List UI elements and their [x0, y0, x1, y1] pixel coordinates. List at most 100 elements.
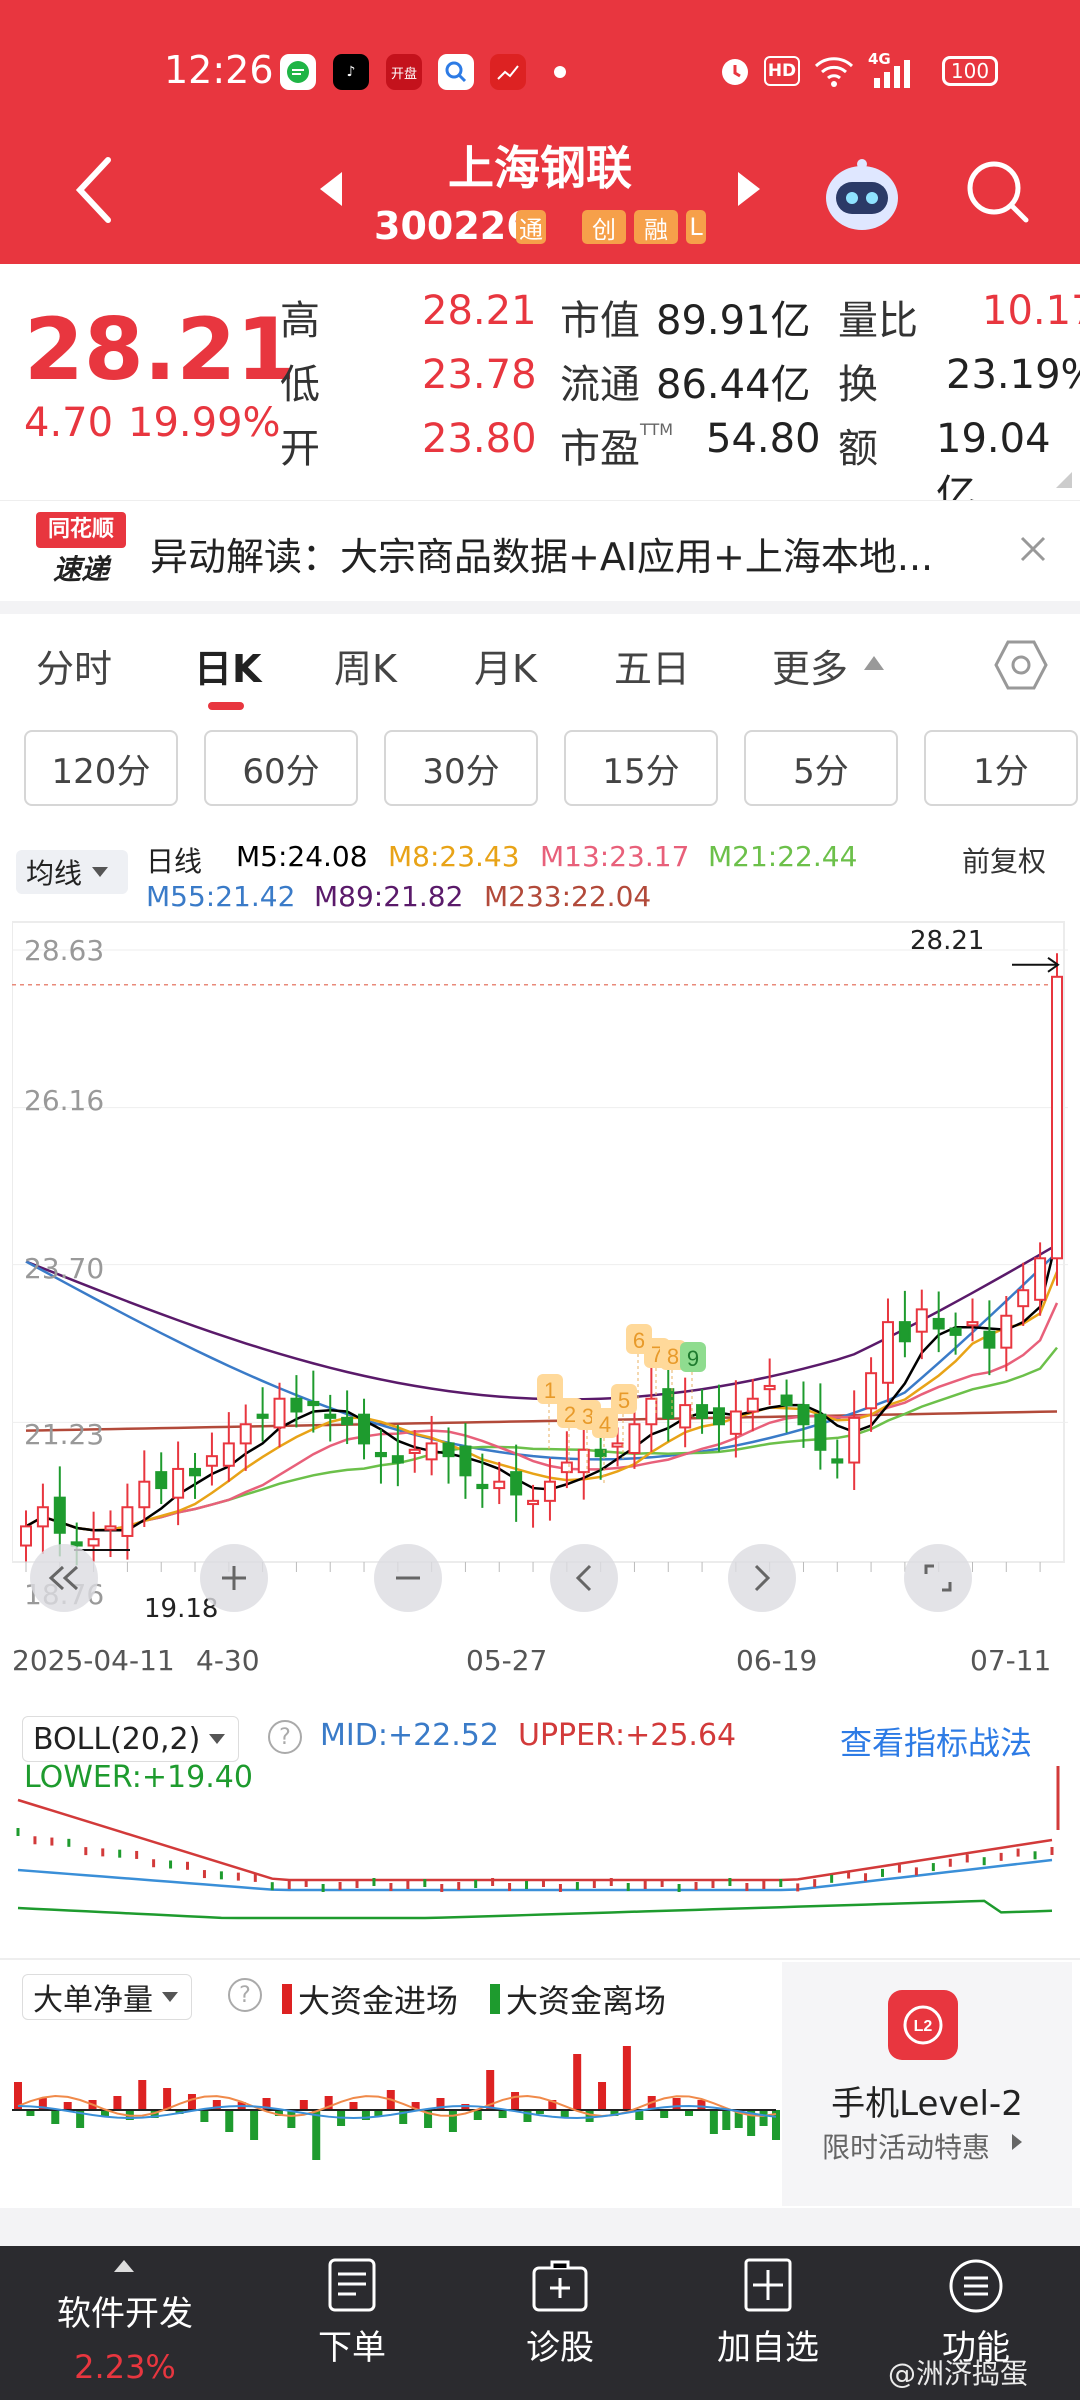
- ma-m8: M8:23.43: [388, 840, 520, 873]
- news-banner[interactable]: [0, 500, 1080, 601]
- fullscreen-icon: [924, 1564, 952, 1592]
- big-order-bar: [349, 2102, 358, 2110]
- caret-up-icon: [862, 652, 886, 676]
- big-order-bar: [585, 2110, 594, 2122]
- candle: [408, 1430, 421, 1473]
- big-order-bar: [436, 2098, 445, 2110]
- robot-assistant-icon[interactable]: [822, 158, 902, 238]
- period-1[interactable]: 1分: [924, 730, 1078, 806]
- ma233-line: [25, 1410, 1058, 1432]
- x-tick-label: 07-11: [970, 1644, 1052, 1677]
- news-logo: 同花顺 速递: [36, 512, 126, 588]
- big-order-bar: [498, 2110, 507, 2118]
- big-order-bar: [187, 2094, 196, 2110]
- close-icon[interactable]: [1018, 534, 1048, 568]
- trend-app-icon: [490, 54, 526, 90]
- period-60[interactable]: 60分: [204, 730, 358, 806]
- boll-lower-line: [17, 1899, 1053, 1920]
- help-icon[interactable]: ?: [228, 1978, 262, 2012]
- chart-frame: [12, 921, 1065, 1563]
- rewind-button[interactable]: [30, 1544, 98, 1612]
- td-signal-badge: [592, 1408, 618, 1438]
- candle: [138, 1450, 151, 1528]
- candle: [1000, 1295, 1013, 1372]
- caret-right-icon: [1010, 2132, 1024, 2156]
- boll-mid: MID:+22.52: [320, 1718, 499, 1753]
- value-low: 23.78: [422, 352, 537, 398]
- help-icon[interactable]: ?: [268, 1720, 302, 1754]
- ma5-line: [25, 1237, 1059, 1532]
- period-15[interactable]: 15分: [564, 730, 718, 806]
- candle: [273, 1382, 286, 1448]
- next-stock-icon[interactable]: [734, 170, 762, 212]
- scroll-left-button[interactable]: [550, 1544, 618, 1612]
- big-order-bar: [759, 2110, 768, 2126]
- zoom-out-button[interactable]: [374, 1544, 442, 1612]
- zoom-in-button[interactable]: [200, 1544, 268, 1612]
- sector-change: 2.23%: [74, 2348, 176, 2386]
- search-icon[interactable]: [964, 158, 1030, 228]
- big-order-bar: [51, 2110, 60, 2124]
- sector-name[interactable]: 软件开发: [57, 2294, 193, 2334]
- tab-intraday[interactable]: 分时: [36, 647, 113, 691]
- candle: [121, 1483, 134, 1560]
- ma-m13: M13:23.17: [540, 840, 690, 873]
- tab-daily-k[interactable]: 日K: [194, 647, 262, 691]
- ma-selector[interactable]: 均线: [16, 850, 128, 894]
- outflow-legend-label: 大资金离场: [506, 1982, 667, 2020]
- nav-diagnose[interactable]: 诊股: [470, 2258, 650, 2369]
- adjust-type[interactable]: 前复权: [962, 845, 1047, 878]
- big-order-bar: [598, 2082, 607, 2110]
- scroll-right-button[interactable]: [728, 1544, 796, 1612]
- level2-subtitle: 限时活动特惠: [822, 2131, 991, 2164]
- chevron-right-icon: [754, 1564, 771, 1592]
- ma-period-label: 日线: [146, 845, 203, 878]
- settings-hexagon-icon[interactable]: [994, 638, 1048, 696]
- search-app-icon: [438, 54, 474, 90]
- big-order-bar: [26, 2110, 35, 2116]
- period-120[interactable]: 120分: [24, 730, 178, 806]
- td-signal-label: 5: [618, 1388, 630, 1413]
- nav-functions[interactable]: 功能: [886, 2258, 1066, 2369]
- nav-order[interactable]: 下单: [262, 2258, 442, 2369]
- x-tick-label: 4-30: [196, 1644, 260, 1677]
- td-signal-label: 1: [544, 1378, 556, 1403]
- candle: [831, 1439, 844, 1479]
- tab-monthly-k[interactable]: 月K: [474, 647, 537, 691]
- battery-indicator: 100: [942, 56, 998, 86]
- candle: [915, 1289, 928, 1360]
- big-order-bar: [399, 2110, 408, 2124]
- period-30[interactable]: 30分: [384, 730, 538, 806]
- high-marker-label: 28.21: [910, 926, 985, 956]
- tab-weekly-k[interactable]: 周K: [334, 647, 397, 691]
- big-order-bar: [424, 2110, 433, 2128]
- tab-five-day[interactable]: 五日: [614, 647, 691, 691]
- price-change-pct: 19.99%: [128, 400, 281, 446]
- svg-text:L2: L2: [914, 2018, 933, 2035]
- fullscreen-button[interactable]: [904, 1544, 972, 1612]
- candle: [1017, 1262, 1030, 1326]
- boll-mid-line: [17, 1858, 1053, 1892]
- expand-corner-icon[interactable]: [1054, 470, 1074, 494]
- big-order-bar: [138, 2080, 147, 2110]
- candle: [493, 1461, 506, 1505]
- candle: [36, 1483, 49, 1554]
- back-icon[interactable]: [70, 152, 118, 232]
- big-order-selector[interactable]: 大单净量: [22, 1974, 192, 2020]
- big-order-bar: [486, 2070, 495, 2110]
- period-5[interactable]: 5分: [744, 730, 898, 806]
- tab-more[interactable]: 更多: [772, 647, 849, 691]
- indicator-strategy-link[interactable]: 查看指标战法: [840, 1724, 1033, 1762]
- candle: [543, 1458, 556, 1521]
- candle: [172, 1441, 185, 1526]
- prev-stock-icon[interactable]: [318, 170, 346, 212]
- level2-title: 手机Level-2: [831, 2084, 1023, 2124]
- label-high: 高: [280, 298, 320, 344]
- boll-selector[interactable]: BOLL(20,2): [22, 1716, 240, 1762]
- hd-icon: HD: [764, 56, 800, 86]
- candle: [797, 1381, 810, 1448]
- nav-add-watchlist[interactable]: 加自选: [678, 2258, 858, 2369]
- quote-panel: [0, 264, 1080, 500]
- big-order-bar: [747, 2110, 756, 2136]
